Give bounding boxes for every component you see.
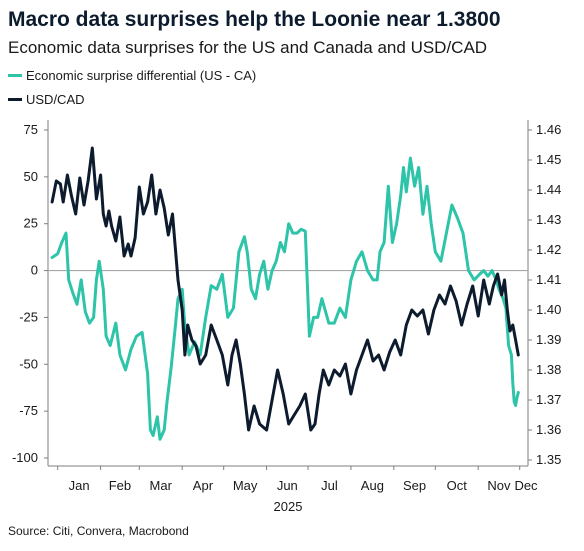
y-left-tick-label: -50 xyxy=(19,356,38,371)
x-tick-label: Mar xyxy=(150,478,173,493)
y-right-tick-label: 1.42 xyxy=(536,242,561,257)
y-left-tick-label: 75 xyxy=(24,122,38,137)
x-tick-label: Aug xyxy=(361,478,384,493)
legend-label-usdcad: USD/CAD xyxy=(26,92,85,107)
x-tick-label: Feb xyxy=(109,478,131,493)
y-right-tick-label: 1.45 xyxy=(536,152,561,167)
source-note: Source: Citi, Convera, Macrobond xyxy=(8,524,189,538)
legend-item-surprise: Economic surprise differential (US - CA) xyxy=(8,68,256,83)
y-right-tick-label: 1.37 xyxy=(536,392,561,407)
series-line-usdcad xyxy=(50,146,520,432)
y-left-tick-label: -100 xyxy=(12,450,38,465)
y-right-tick-label: 1.46 xyxy=(536,122,561,137)
y-left-tick-label: 25 xyxy=(24,216,38,231)
y-right-tick-label: 1.35 xyxy=(536,452,561,467)
y-right-tick-label: 1.44 xyxy=(536,182,561,197)
x-tick-label: Dec xyxy=(514,478,538,493)
legend-swatch-usdcad xyxy=(8,98,22,101)
x-tick-label: Oct xyxy=(447,478,468,493)
legend-swatch-surprise xyxy=(8,74,22,77)
x-tick-label: Jan xyxy=(69,478,90,493)
y-left-tick-label: 0 xyxy=(31,263,38,278)
y-left-tick-label: -75 xyxy=(19,403,38,418)
legend-label-surprise: Economic surprise differential (US - CA) xyxy=(26,68,257,83)
x-tick-label: Nov xyxy=(487,478,511,493)
y-right-tick-label: 1.36 xyxy=(536,422,561,437)
chart-subtitle: Economic data surprises for the US and C… xyxy=(8,38,488,57)
x-tick-label: May xyxy=(233,478,258,493)
y-right-tick-label: 1.41 xyxy=(536,272,561,287)
x-tick-label: Jul xyxy=(321,478,338,493)
y-right-tick-label: 1.38 xyxy=(536,362,561,377)
y-left-tick-label: 50 xyxy=(24,169,38,184)
y-right-tick-label: 1.43 xyxy=(536,212,561,227)
legend-item-usdcad: USD/CAD xyxy=(8,92,85,107)
x-tick-label: Sep xyxy=(403,478,426,493)
y-right-tick-label: 1.40 xyxy=(536,302,561,317)
y-right-tick-label: 1.39 xyxy=(536,332,561,347)
x-tick-label: Jun xyxy=(277,478,298,493)
x-year-label: 2025 xyxy=(274,499,303,514)
series-line-surprise xyxy=(50,156,520,441)
x-tick-label: Apr xyxy=(193,478,214,493)
y-left-tick-label: -25 xyxy=(19,309,38,324)
chart-title: Macro data surprises help the Loonie nea… xyxy=(8,8,501,31)
